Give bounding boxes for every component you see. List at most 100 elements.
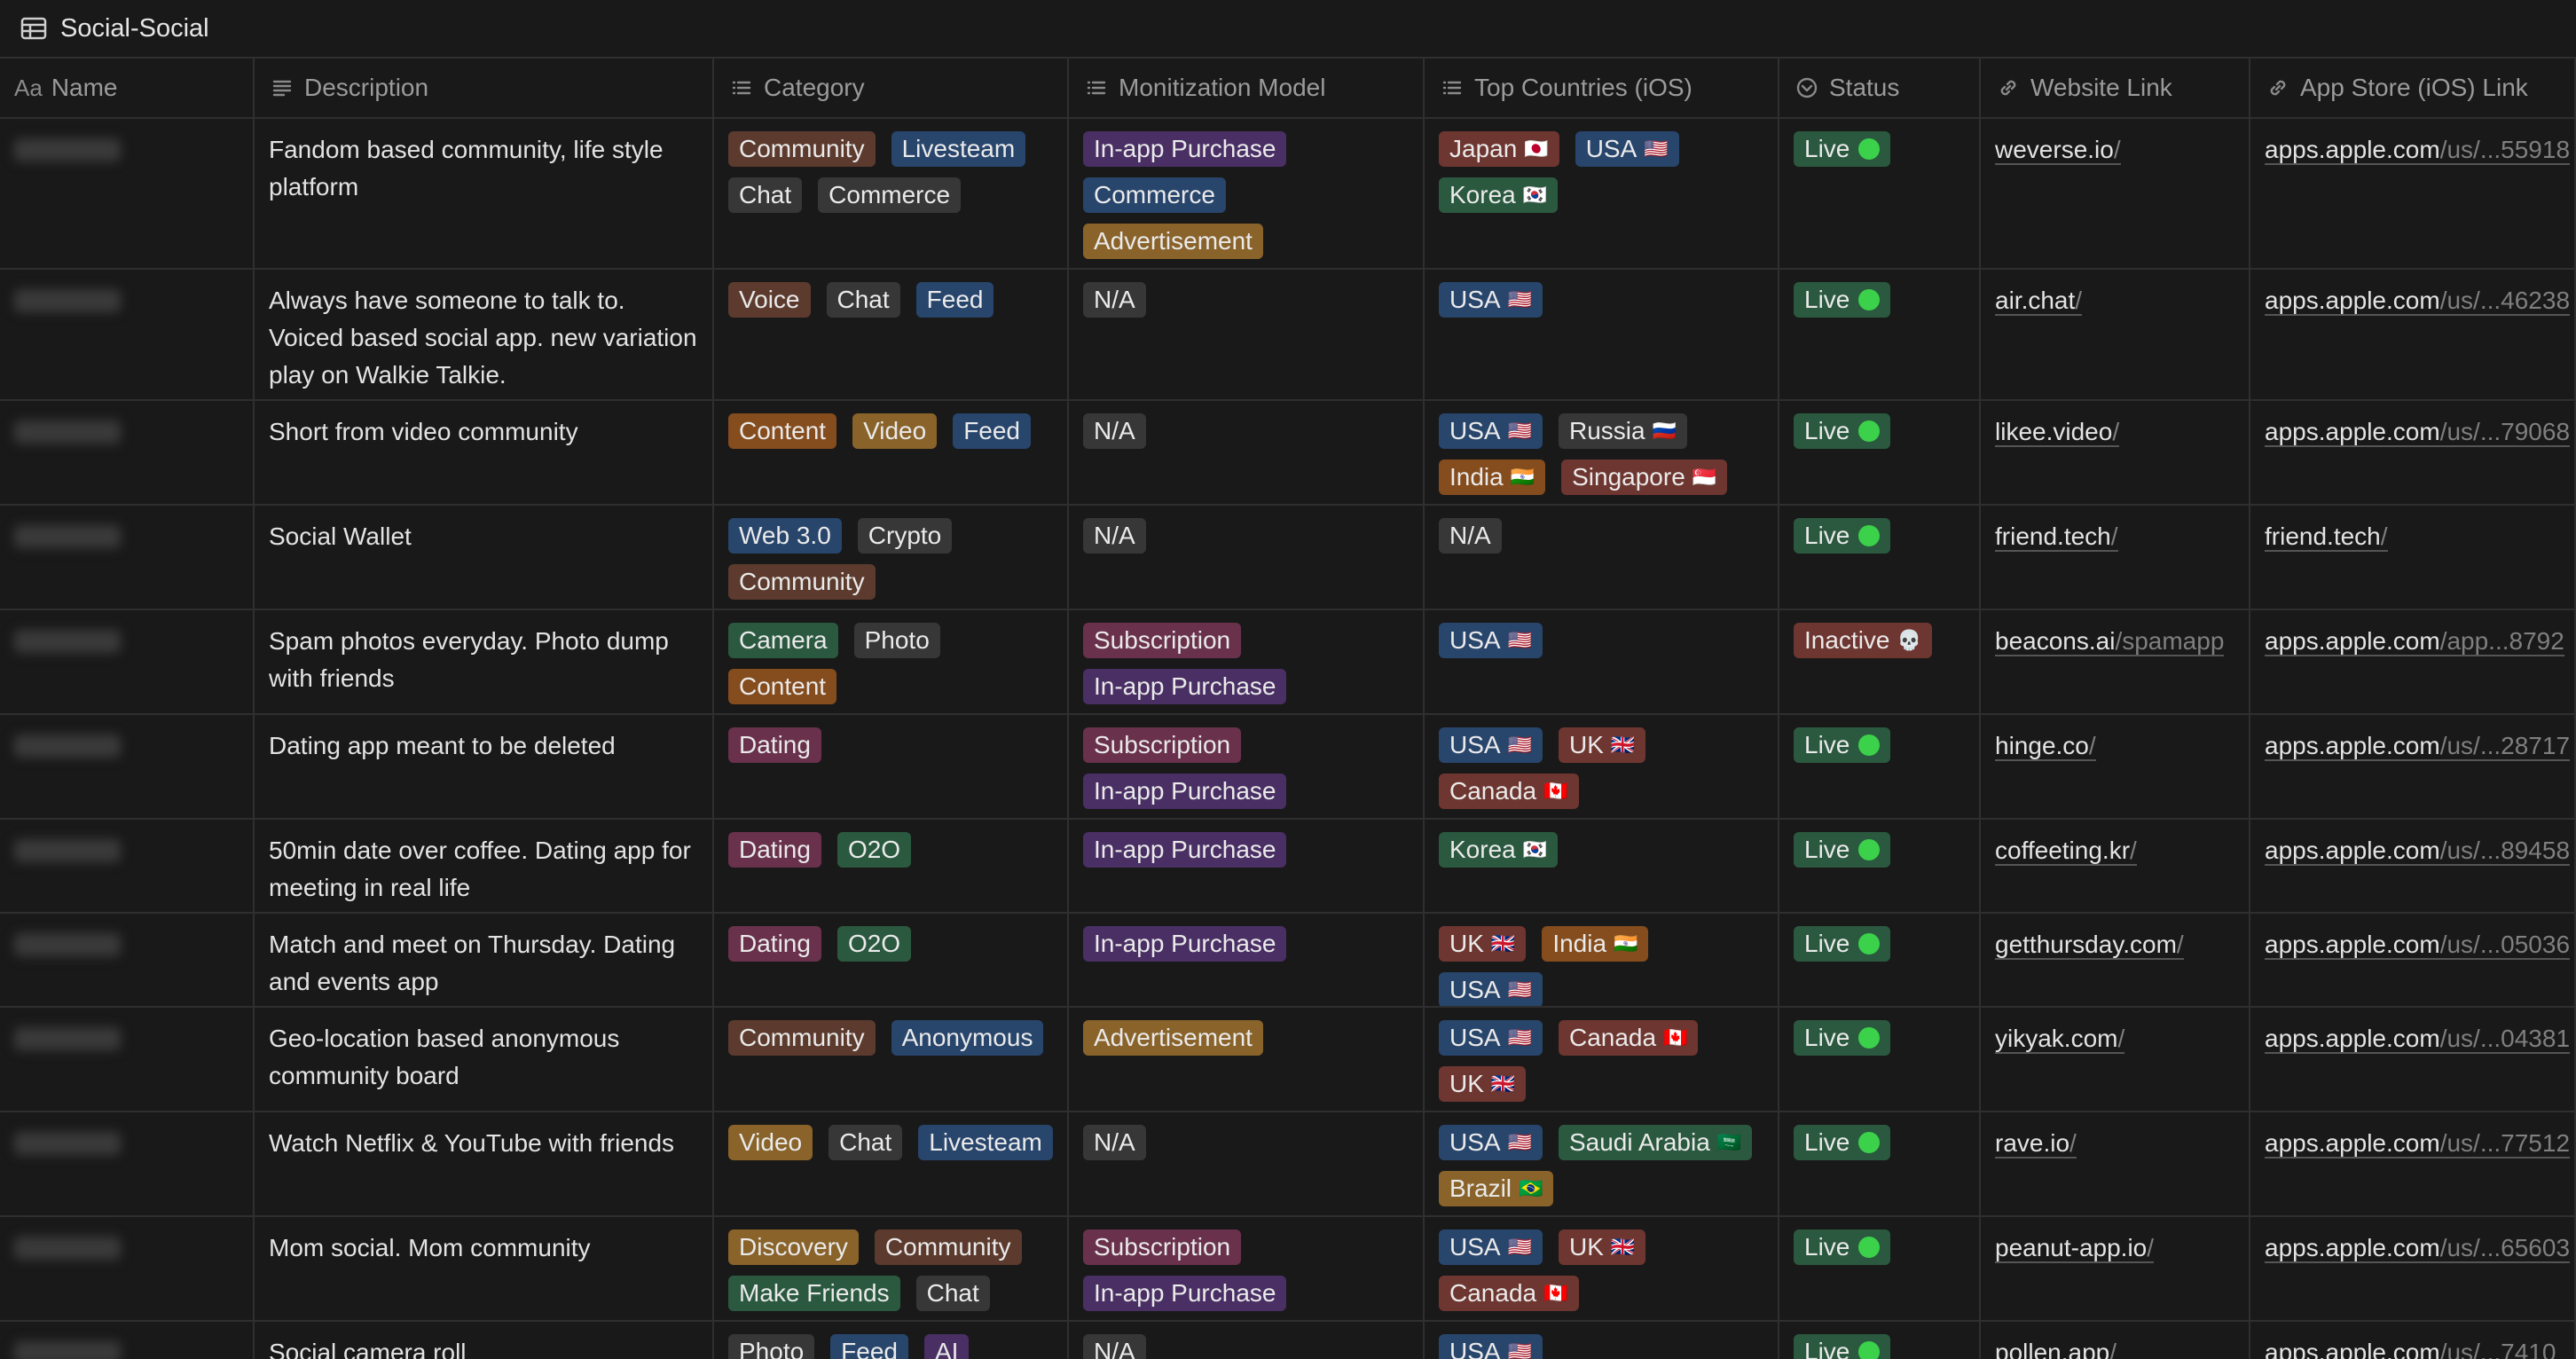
monetization-tag[interactable]: N/A xyxy=(1083,518,1146,554)
category-tag[interactable]: Photo xyxy=(853,623,940,658)
table-row[interactable]: Always have someone to talk to. Voiced b… xyxy=(0,270,2576,401)
country-tag[interactable]: USA 🇺🇸 xyxy=(1439,1334,1543,1359)
column-header-description[interactable]: Description xyxy=(255,59,714,117)
cell-description[interactable]: Social camera roll xyxy=(255,1322,714,1359)
category-tag[interactable]: Photo xyxy=(728,1334,815,1359)
cell-description[interactable]: Short from video community xyxy=(255,401,714,504)
cell-appstore[interactable]: apps.apple.com/us/...89458 xyxy=(2250,820,2576,912)
cell-countries[interactable]: Korea 🇰🇷 xyxy=(1425,820,1779,912)
cell-status[interactable]: Live xyxy=(1779,270,1981,399)
cell-monetization[interactable]: N/A xyxy=(1069,506,1425,609)
category-tag[interactable]: Feed xyxy=(830,1334,908,1359)
cell-countries[interactable]: UK 🇬🇧 India 🇮🇳 USA 🇺🇸 xyxy=(1425,914,1779,1006)
website-link[interactable]: coffeeting.kr/ xyxy=(1995,837,2137,866)
cell-countries[interactable]: USA 🇺🇸 Saudi Arabia 🇸🇦 Brazil 🇧🇷 xyxy=(1425,1112,1779,1215)
country-tag[interactable]: Korea 🇰🇷 xyxy=(1439,832,1559,868)
category-tag[interactable]: Web 3.0 xyxy=(728,518,842,554)
monetization-tag[interactable]: In-app Purchase xyxy=(1083,832,1287,868)
cell-appstore[interactable]: apps.apple.com/us/...05036 xyxy=(2250,914,2576,1006)
category-tag[interactable]: Community xyxy=(728,1020,876,1056)
cell-name[interactable] xyxy=(0,715,255,818)
cell-monetization[interactable]: Subscription In-app Purchase xyxy=(1069,1217,1425,1320)
cell-monetization[interactable]: In-app Purchase xyxy=(1069,820,1425,912)
country-tag[interactable]: Brazil 🇧🇷 xyxy=(1439,1171,1554,1206)
monetization-tag[interactable]: N/A xyxy=(1083,1334,1146,1359)
monetization-tag[interactable]: In-app Purchase xyxy=(1083,131,1287,167)
website-link[interactable]: rave.io/ xyxy=(1995,1129,2077,1159)
appstore-link[interactable]: apps.apple.com/us/...28717 xyxy=(2265,732,2571,761)
cell-appstore[interactable]: apps.apple.com/us/...55918 xyxy=(2250,119,2576,268)
table-row[interactable]: Watch Netflix & YouTube with friends Vide… xyxy=(0,1112,2576,1217)
cell-status[interactable]: Live xyxy=(1779,119,1981,268)
country-tag[interactable]: USA 🇺🇸 xyxy=(1439,282,1543,318)
cell-monetization[interactable]: In-app Purchase xyxy=(1069,914,1425,1006)
cell-status[interactable]: Live xyxy=(1779,1322,1981,1359)
cell-name[interactable] xyxy=(0,914,255,1006)
category-tag[interactable]: Dating xyxy=(728,832,821,868)
cell-category[interactable]: Dating O2O xyxy=(714,820,1069,912)
appstore-link[interactable]: apps.apple.com/us/...65603 xyxy=(2265,1234,2571,1263)
category-tag[interactable]: Make Friends xyxy=(728,1276,900,1311)
cell-monetization[interactable]: N/A xyxy=(1069,1112,1425,1215)
cell-website[interactable]: peanut-app.io/ xyxy=(1981,1217,2250,1320)
status-badge[interactable]: Live xyxy=(1794,413,1891,449)
column-header-status[interactable]: Status xyxy=(1779,59,1981,117)
table-row[interactable]: Geo-location based anonymous community b… xyxy=(0,1008,2576,1112)
category-tag[interactable]: Anonymous xyxy=(891,1020,1044,1056)
cell-monetization[interactable]: N/A xyxy=(1069,270,1425,399)
table-row[interactable]: Social Wallet Web 3.0 Crypto Community N/A N/… xyxy=(0,506,2576,610)
cell-appstore[interactable]: apps.apple.com/app...8792 xyxy=(2250,610,2576,713)
cell-name[interactable] xyxy=(0,270,255,399)
appstore-link[interactable]: apps.apple.com/us/...89458 xyxy=(2265,837,2571,866)
cell-countries[interactable]: USA 🇺🇸 xyxy=(1425,610,1779,713)
cell-appstore[interactable]: apps.apple.com/us/...77512 xyxy=(2250,1112,2576,1215)
cell-monetization[interactable]: N/A xyxy=(1069,401,1425,504)
cell-description[interactable]: Social Wallet xyxy=(255,506,714,609)
country-tag[interactable]: Saudi Arabia 🇸🇦 xyxy=(1558,1125,1753,1160)
status-badge[interactable]: Inactive 💀 xyxy=(1794,623,1932,658)
website-link[interactable]: friend.tech/ xyxy=(1995,522,2118,552)
cell-name[interactable] xyxy=(0,119,255,268)
cell-name[interactable] xyxy=(0,610,255,713)
cell-name[interactable] xyxy=(0,401,255,504)
status-badge[interactable]: Live xyxy=(1794,1020,1891,1056)
status-badge[interactable]: Live xyxy=(1794,926,1891,962)
cell-status[interactable]: Live xyxy=(1779,1217,1981,1320)
cell-category[interactable]: Dating O2O xyxy=(714,914,1069,1006)
country-tag[interactable]: USA 🇺🇸 xyxy=(1439,972,1543,1006)
monetization-tag[interactable]: In-app Purchase xyxy=(1083,774,1287,809)
country-tag[interactable]: USA 🇺🇸 xyxy=(1439,1125,1543,1160)
country-tag[interactable]: USA 🇺🇸 xyxy=(1439,623,1543,658)
category-tag[interactable]: Community xyxy=(728,131,876,167)
category-tag[interactable]: O2O xyxy=(836,926,912,962)
website-link[interactable]: pollen.app/ xyxy=(1995,1334,2234,1359)
cell-name[interactable] xyxy=(0,506,255,609)
monetization-tag[interactable]: N/A xyxy=(1083,413,1146,449)
category-tag[interactable]: Video xyxy=(852,413,938,449)
category-tag[interactable]: Dating xyxy=(728,926,821,962)
cell-status[interactable]: Live xyxy=(1779,914,1981,1006)
website-link[interactable]: peanut-app.io/ xyxy=(1995,1234,2155,1263)
cell-description[interactable]: Match and meet on Thursday. Dating and e… xyxy=(255,914,714,1006)
cell-monetization[interactable]: Subscription In-app Purchase xyxy=(1069,610,1425,713)
cell-monetization[interactable]: N/A xyxy=(1069,1322,1425,1359)
category-tag[interactable]: Discovery xyxy=(728,1229,859,1265)
cell-description[interactable]: Geo-location based anonymous community b… xyxy=(255,1008,714,1111)
appstore-link[interactable]: apps.apple.com/us/...79068 xyxy=(2265,418,2571,447)
appstore-link[interactable]: apps.apple.com/us/...7410 xyxy=(2265,1334,2560,1359)
cell-appstore[interactable]: apps.apple.com/us/...28717 xyxy=(2250,715,2576,818)
country-tag[interactable]: India 🇮🇳 xyxy=(1439,460,1546,495)
column-header-website[interactable]: Website Link xyxy=(1981,59,2250,117)
appstore-link[interactable]: apps.apple.com/us/...46238 xyxy=(2265,287,2571,316)
cell-status[interactable]: Live xyxy=(1779,1112,1981,1215)
cell-countries[interactable]: USA 🇺🇸 xyxy=(1425,1322,1779,1359)
country-tag[interactable]: UK 🇬🇧 xyxy=(1558,727,1646,763)
country-tag[interactable]: N/A xyxy=(1439,518,1502,554)
category-tag[interactable]: Crypto xyxy=(857,518,953,554)
cell-countries[interactable]: USA 🇺🇸 Russia 🇷🇺 India 🇮🇳 Singapore 🇸🇬 xyxy=(1425,401,1779,504)
column-header-category[interactable]: Category xyxy=(714,59,1069,117)
category-tag[interactable]: Community xyxy=(728,564,876,600)
appstore-link[interactable]: apps.apple.com/us/...05036 xyxy=(2265,931,2571,960)
cell-website[interactable]: likee.video/ xyxy=(1981,401,2250,504)
country-tag[interactable]: Singapore 🇸🇬 xyxy=(1561,460,1728,495)
